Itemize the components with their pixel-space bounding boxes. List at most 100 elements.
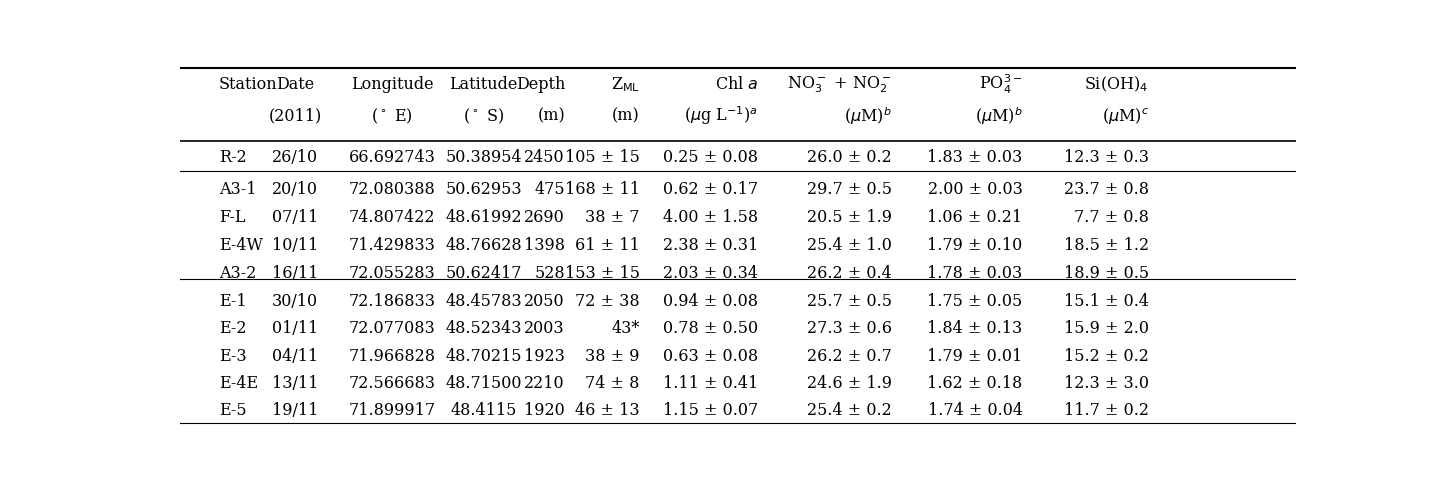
Text: E-4E: E-4E (219, 374, 258, 391)
Text: 74 ± 8: 74 ± 8 (586, 374, 639, 391)
Text: 26/10: 26/10 (272, 149, 318, 166)
Text: 48.4115: 48.4115 (451, 401, 517, 418)
Text: 2003: 2003 (524, 320, 564, 337)
Text: E-1: E-1 (219, 293, 246, 310)
Text: 1.83 ± 0.03: 1.83 ± 0.03 (927, 149, 1022, 166)
Text: 1.78 ± 0.03: 1.78 ± 0.03 (927, 265, 1022, 282)
Text: A3-2: A3-2 (219, 265, 256, 282)
Text: 19/11: 19/11 (272, 401, 318, 418)
Text: Depth: Depth (516, 76, 564, 92)
Text: E-2: E-2 (219, 320, 246, 337)
Text: 38 ± 9: 38 ± 9 (585, 347, 639, 364)
Text: 01/11: 01/11 (272, 320, 318, 337)
Text: E-4W: E-4W (219, 237, 264, 254)
Text: 46 ± 13: 46 ± 13 (575, 401, 639, 418)
Text: 74.807422: 74.807422 (348, 209, 435, 226)
Text: 1923: 1923 (524, 347, 564, 364)
Text: 61 ± 11: 61 ± 11 (575, 237, 639, 254)
Text: 4.00 ± 1.58: 4.00 ± 1.58 (662, 209, 757, 226)
Text: (2011): (2011) (268, 107, 321, 124)
Text: 25.4 ± 1.0: 25.4 ± 1.0 (808, 237, 891, 254)
Text: 50.62417: 50.62417 (445, 265, 521, 282)
Text: 50.62953: 50.62953 (445, 181, 521, 198)
Text: 23.7 ± 0.8: 23.7 ± 0.8 (1064, 181, 1149, 198)
Text: 2210: 2210 (524, 374, 564, 391)
Text: 20.5 ± 1.9: 20.5 ± 1.9 (806, 209, 891, 226)
Text: 1.74 ± 0.04: 1.74 ± 0.04 (927, 401, 1022, 418)
Text: 25.4 ± 0.2: 25.4 ± 0.2 (808, 401, 891, 418)
Text: R-2: R-2 (219, 149, 246, 166)
Text: 528: 528 (534, 265, 564, 282)
Text: 48.45783: 48.45783 (445, 293, 521, 310)
Text: 1.11 ± 0.41: 1.11 ± 0.41 (662, 374, 757, 391)
Text: 2450: 2450 (524, 149, 564, 166)
Text: 12.3 ± 3.0: 12.3 ± 3.0 (1064, 374, 1149, 391)
Text: 24.6 ± 1.9: 24.6 ± 1.9 (806, 374, 891, 391)
Text: NO$_3^-$ + NO$_2^-$: NO$_3^-$ + NO$_2^-$ (788, 74, 891, 94)
Text: 48.76628: 48.76628 (445, 237, 521, 254)
Text: Longitude: Longitude (351, 76, 433, 92)
Text: 18.9 ± 0.5: 18.9 ± 0.5 (1064, 265, 1149, 282)
Text: 2.38 ± 0.31: 2.38 ± 0.31 (662, 237, 757, 254)
Text: 25.7 ± 0.5: 25.7 ± 0.5 (806, 293, 891, 310)
Text: 29.7 ± 0.5: 29.7 ± 0.5 (806, 181, 891, 198)
Text: F-L: F-L (219, 209, 246, 226)
Text: ($\mu$M)$^b$: ($\mu$M)$^b$ (975, 105, 1022, 127)
Text: 11.7 ± 0.2: 11.7 ± 0.2 (1064, 401, 1149, 418)
Text: 38 ± 7: 38 ± 7 (585, 209, 639, 226)
Text: 48.71500: 48.71500 (445, 374, 521, 391)
Text: Date: Date (276, 76, 314, 92)
Text: Latitude: Latitude (449, 76, 518, 92)
Text: 72.077083: 72.077083 (348, 320, 435, 337)
Text: 71.966828: 71.966828 (348, 347, 435, 364)
Text: 7.7 ± 0.8: 7.7 ± 0.8 (1074, 209, 1149, 226)
Text: 15.2 ± 0.2: 15.2 ± 0.2 (1064, 347, 1149, 364)
Text: 30/10: 30/10 (272, 293, 318, 310)
Text: 15.1 ± 0.4: 15.1 ± 0.4 (1064, 293, 1149, 310)
Text: 475: 475 (534, 181, 564, 198)
Text: 48.70215: 48.70215 (445, 347, 521, 364)
Text: 04/11: 04/11 (272, 347, 318, 364)
Text: 1398: 1398 (524, 237, 564, 254)
Text: ($\mu$g L$^{-1}$)$^a$: ($\mu$g L$^{-1}$)$^a$ (684, 105, 757, 127)
Text: 18.5 ± 1.2: 18.5 ± 1.2 (1064, 237, 1149, 254)
Text: 1.79 ± 0.01: 1.79 ± 0.01 (927, 347, 1022, 364)
Text: 72 ± 38: 72 ± 38 (575, 293, 639, 310)
Text: PO$_4^{3-}$: PO$_4^{3-}$ (979, 73, 1022, 96)
Text: 50.38954: 50.38954 (445, 149, 521, 166)
Text: 72.055283: 72.055283 (348, 265, 435, 282)
Text: 2050: 2050 (524, 293, 564, 310)
Text: 2.03 ± 0.34: 2.03 ± 0.34 (662, 265, 757, 282)
Text: 12.3 ± 0.3: 12.3 ± 0.3 (1064, 149, 1149, 166)
Text: 0.78 ± 0.50: 0.78 ± 0.50 (662, 320, 757, 337)
Text: ($^\circ$ E): ($^\circ$ E) (372, 106, 413, 125)
Text: 43*: 43* (612, 320, 639, 337)
Text: 26.2 ± 0.4: 26.2 ± 0.4 (808, 265, 891, 282)
Text: 10/11: 10/11 (272, 237, 318, 254)
Text: 0.63 ± 0.08: 0.63 ± 0.08 (662, 347, 757, 364)
Text: 1.15 ± 0.07: 1.15 ± 0.07 (662, 401, 757, 418)
Text: 168 ± 11: 168 ± 11 (564, 181, 639, 198)
Text: E-3: E-3 (219, 347, 246, 364)
Text: 13/11: 13/11 (272, 374, 318, 391)
Text: 66.692743: 66.692743 (348, 149, 435, 166)
Text: 72.080388: 72.080388 (348, 181, 435, 198)
Text: E-5: E-5 (219, 401, 246, 418)
Text: 0.25 ± 0.08: 0.25 ± 0.08 (662, 149, 757, 166)
Text: 1.62 ± 0.18: 1.62 ± 0.18 (927, 374, 1022, 391)
Text: 15.9 ± 2.0: 15.9 ± 2.0 (1064, 320, 1149, 337)
Text: ($\mu$M)$^b$: ($\mu$M)$^b$ (844, 105, 891, 127)
Text: 27.3 ± 0.6: 27.3 ± 0.6 (806, 320, 891, 337)
Text: Chl $a$: Chl $a$ (714, 76, 757, 92)
Text: ($^\circ$ S): ($^\circ$ S) (462, 106, 504, 125)
Text: 105 ± 15: 105 ± 15 (564, 149, 639, 166)
Text: 72.566683: 72.566683 (348, 374, 435, 391)
Text: 71.899917: 71.899917 (348, 401, 436, 418)
Text: 1.84 ± 0.13: 1.84 ± 0.13 (927, 320, 1022, 337)
Text: 26.2 ± 0.7: 26.2 ± 0.7 (808, 347, 891, 364)
Text: 1.06 ± 0.21: 1.06 ± 0.21 (927, 209, 1022, 226)
Text: 48.52343: 48.52343 (445, 320, 521, 337)
Text: 153 ± 15: 153 ± 15 (564, 265, 639, 282)
Text: (m): (m) (612, 107, 639, 124)
Text: 72.186833: 72.186833 (348, 293, 435, 310)
